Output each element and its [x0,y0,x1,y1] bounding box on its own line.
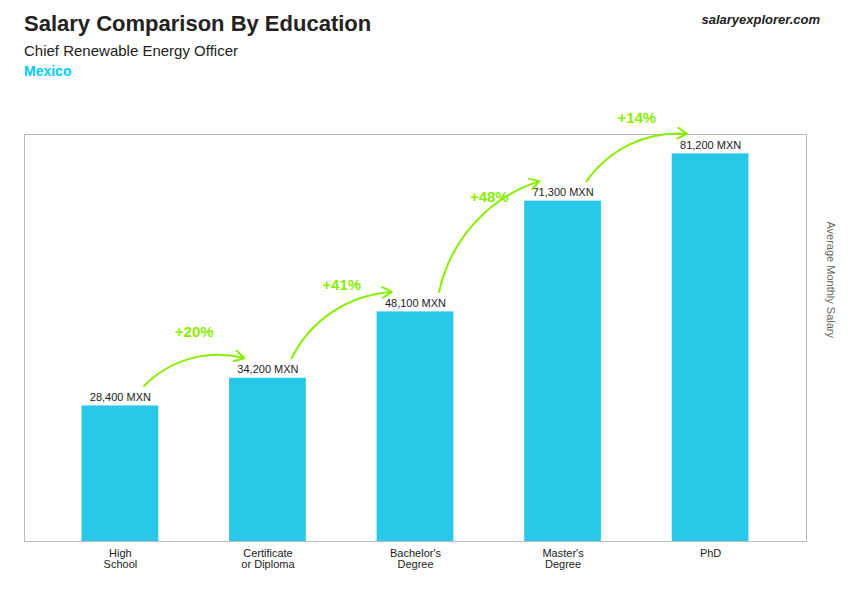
svg-text:81,200 MXN: 81,200 MXN [680,139,741,151]
html-text:Salary Comparison By Education: Salary Comparison By Education [24,11,372,36]
svg-text:Master'sDegree: Master'sDegree [542,547,584,570]
svg-text:+41%: +41% [322,276,361,293]
html-text:Mexico: Mexico [24,63,72,79]
svg-text:48,100 MXN: 48,100 MXN [385,297,446,309]
svg-text:+48%: +48% [470,188,509,205]
svg-text:Average Monthly Salary: Average Monthly Salary [825,221,837,338]
svg-text:Bachelor'sDegree: Bachelor'sDegree [390,547,442,570]
svg-text:28,400 MXN: 28,400 MXN [90,391,151,403]
svg-text:Certificateor Diploma: Certificateor Diploma [241,547,295,570]
svg-text:HighSchool: HighSchool [104,547,138,570]
html-text:Chief Renewable Energy Officer: Chief Renewable Energy Officer [24,42,238,59]
svg-text:71,300 MXN: 71,300 MXN [532,186,593,198]
svg-text:+14%: +14% [617,109,656,126]
svg-text:+20%: +20% [175,323,214,340]
html-text:salaryexplorer.com: salaryexplorer.com [701,12,820,27]
svg-text:34,200 MXN: 34,200 MXN [237,363,298,375]
svg-text:PhD: PhD [700,547,721,559]
